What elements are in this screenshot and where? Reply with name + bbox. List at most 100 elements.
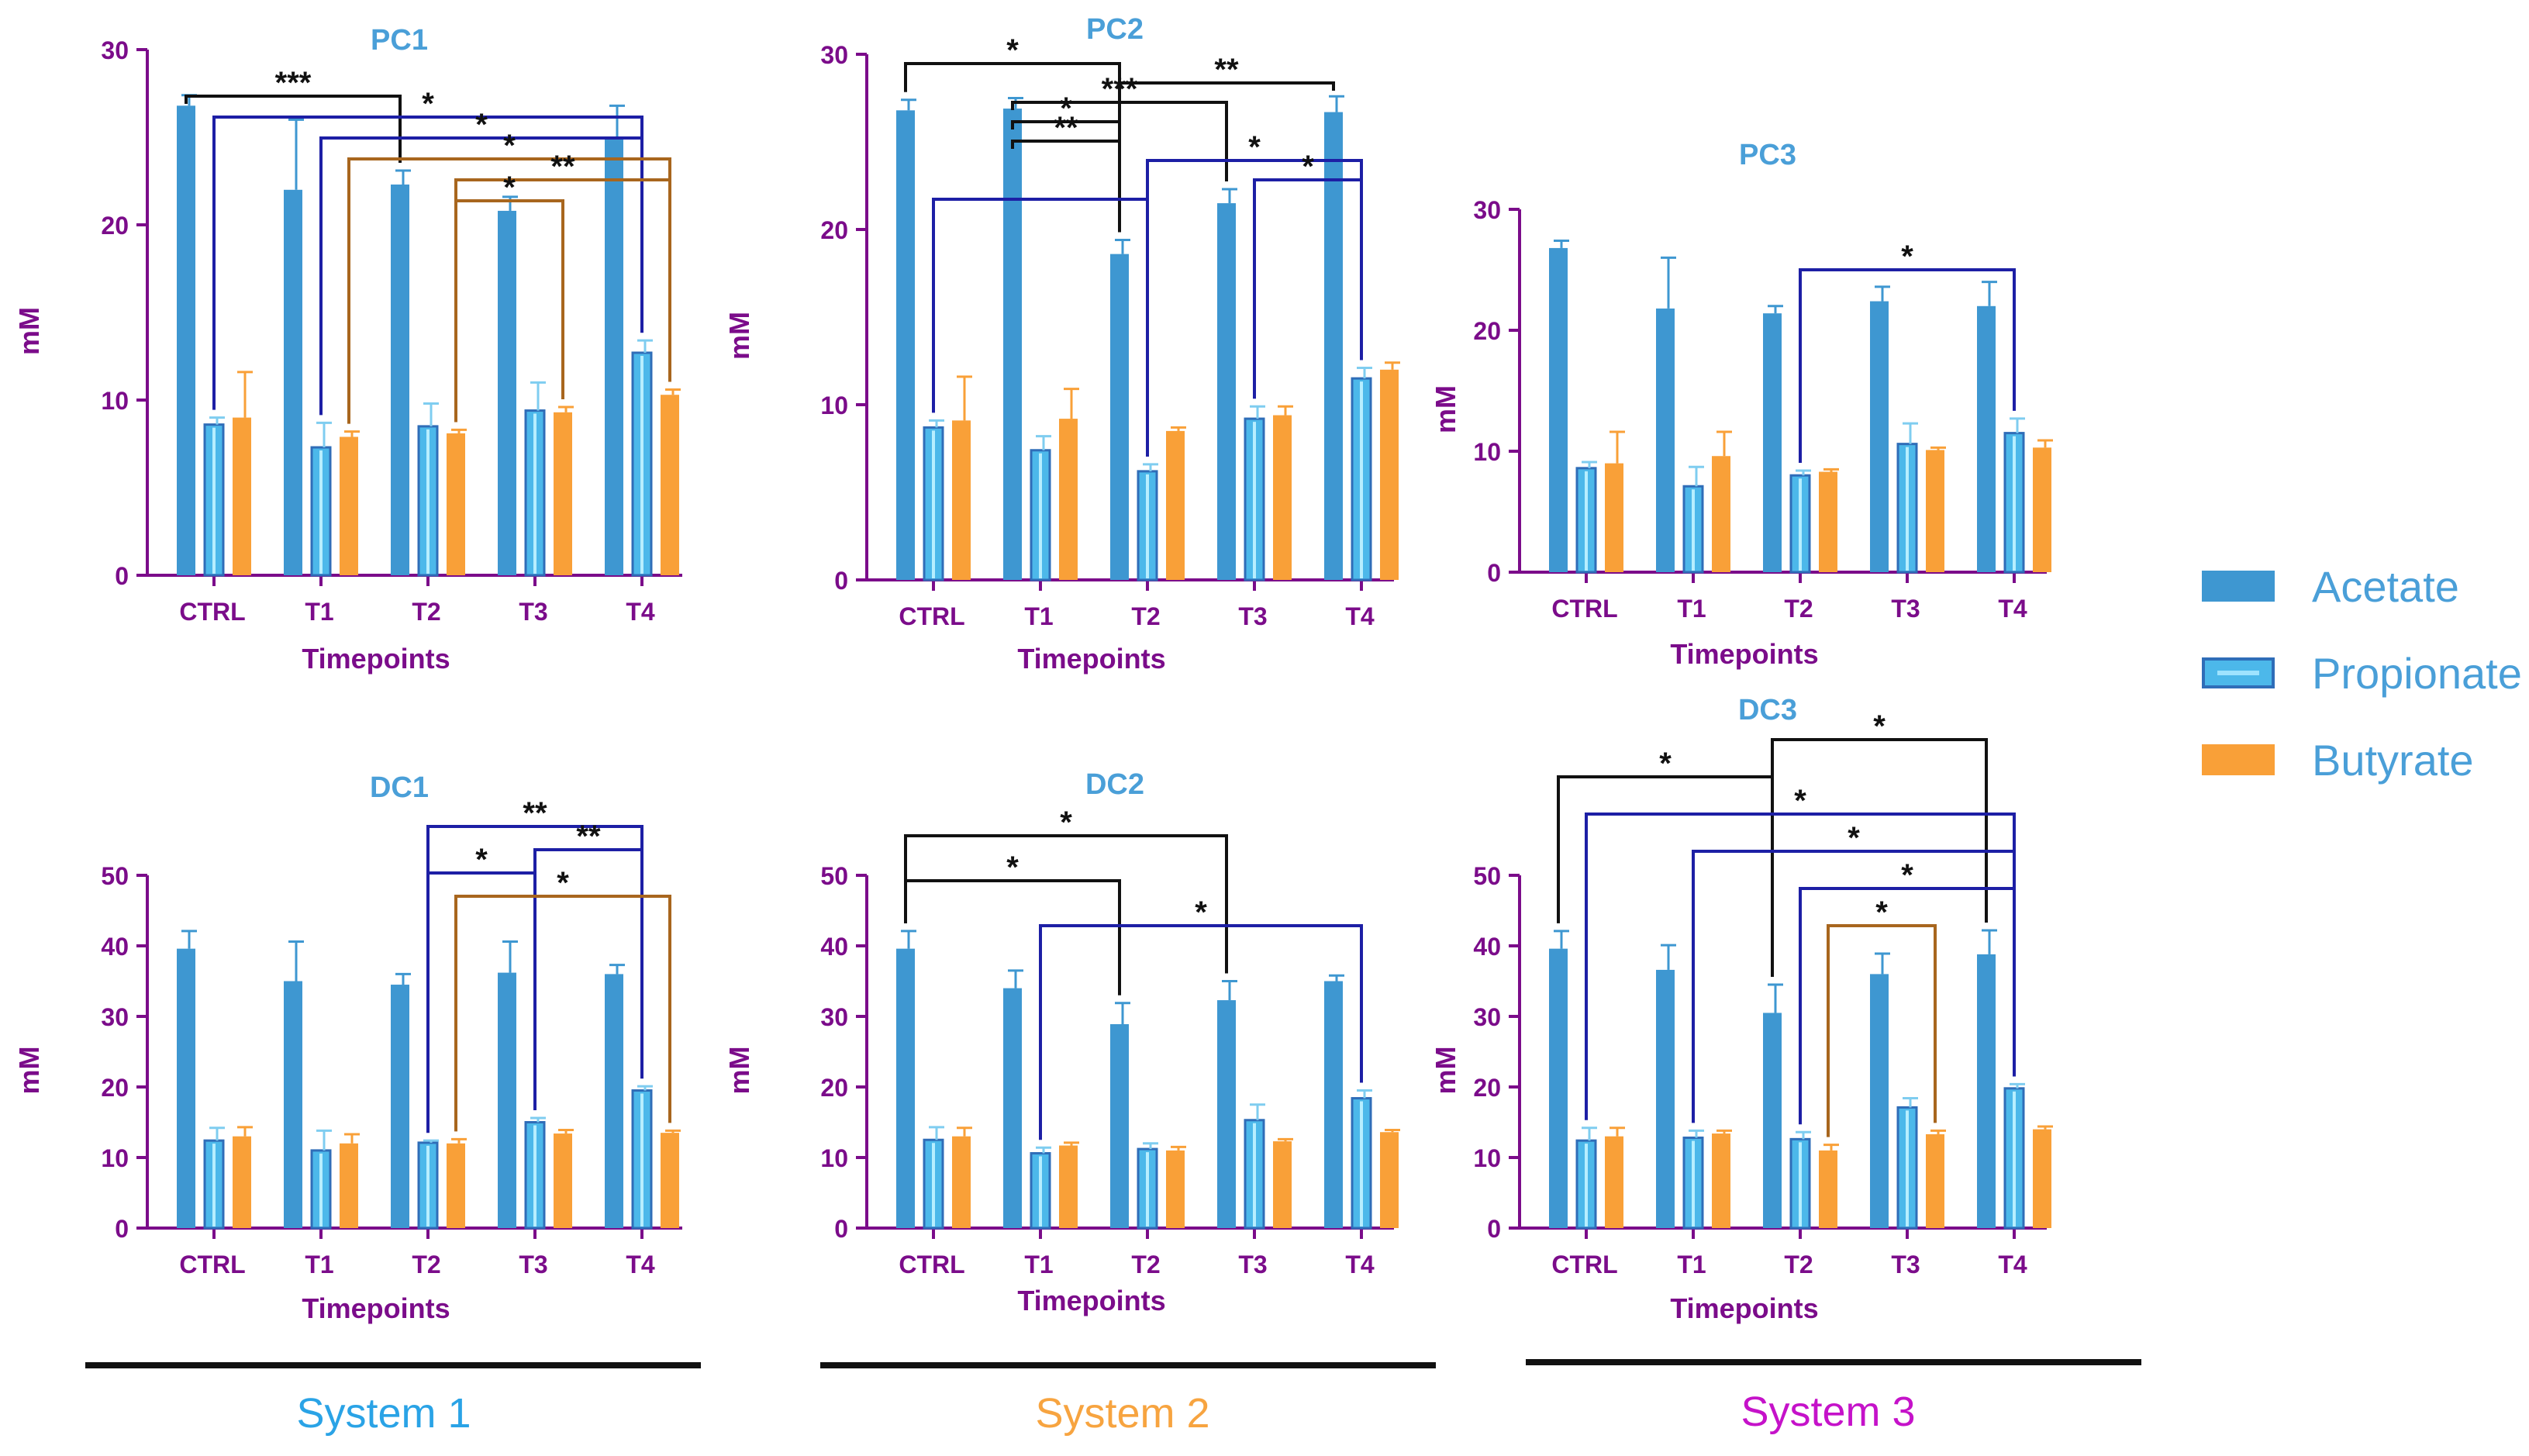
chart-title: PC1 [371, 24, 428, 57]
y-tick-label: 40 [820, 933, 848, 961]
bar-butyrate [661, 1133, 679, 1228]
x-tick-label: T1 [305, 598, 333, 626]
significance-label: * [475, 108, 488, 142]
legend: Acetate Propionate Butyrate [2202, 543, 2522, 803]
bar-butyrate [1380, 1132, 1399, 1228]
x-axis-label: Timepoints [1017, 643, 1165, 675]
bar-butyrate [1819, 471, 1837, 572]
system-3-underline [1526, 1359, 2141, 1365]
bar-butyrate [1926, 450, 1944, 572]
significance-bracket [1799, 887, 2016, 1125]
bar-acetate [1110, 254, 1129, 580]
x-tick-label: T1 [1677, 595, 1706, 623]
significance-label: * [1794, 784, 1806, 818]
significance-label: * [475, 843, 488, 877]
x-tick-label: T3 [1891, 595, 1920, 623]
significance-label: * [557, 866, 569, 900]
x-tick-label: T1 [305, 1251, 333, 1278]
significance-label: * [503, 129, 516, 163]
bar-acetate [1656, 308, 1675, 572]
significance-label: ** [1214, 53, 1239, 87]
x-axis-label: Timepoints [1670, 1292, 1818, 1324]
significance-bracket [185, 95, 402, 163]
significance-label: ** [576, 819, 601, 854]
y-tick-label: 10 [101, 1144, 129, 1172]
significance-bracket [1253, 178, 1363, 399]
significance-bracket [1799, 268, 2016, 463]
x-tick-label: CTRL [1551, 1251, 1617, 1278]
bar-butyrate [2033, 447, 2051, 572]
y-tick-label: 20 [101, 1074, 129, 1102]
y-tick-label: 0 [1487, 1215, 1501, 1243]
x-tick-label: CTRL [1551, 595, 1617, 623]
significance-bracket [454, 199, 564, 423]
significance-bracket [1771, 738, 1988, 978]
x-tick-label: CTRL [899, 1251, 964, 1278]
significance-label: * [503, 171, 516, 205]
butyrate-swatch [2202, 744, 2275, 775]
significance-label: * [1901, 240, 1913, 274]
bar-butyrate [1166, 430, 1185, 580]
bar-acetate [1977, 305, 1996, 572]
significance-label: ** [1054, 111, 1078, 145]
bar-butyrate [2033, 1129, 2051, 1228]
y-tick-label: 20 [101, 212, 129, 240]
bar-acetate [177, 105, 195, 575]
x-axis-label: Timepoints [302, 1292, 450, 1324]
x-tick-label: CTRL [179, 598, 245, 626]
bar-acetate [284, 981, 302, 1228]
bar-butyrate [447, 1143, 465, 1228]
bar-butyrate [340, 436, 358, 575]
chart-dc2: DC2 0 10 20 30 40 50 CTRL T1 T2 T3 T4 Timepoints mM * *… [723, 768, 1400, 1316]
bar-acetate [1003, 988, 1022, 1228]
y-tick-label: 20 [1473, 1074, 1501, 1102]
significance-label: *** [275, 66, 312, 100]
significance-bracket [1827, 924, 1937, 1137]
significance-bracket [1039, 924, 1363, 1140]
significance-label: * [1302, 150, 1314, 184]
y-tick-label: 0 [834, 1215, 848, 1243]
y-tick-label: 0 [115, 562, 129, 590]
y-axis-label: mM [13, 307, 45, 355]
acetate-swatch [2202, 571, 2275, 602]
y-tick-label: 20 [820, 1074, 848, 1102]
y-tick-label: 0 [1487, 559, 1501, 587]
significance-label: * [1060, 91, 1072, 126]
bar-acetate [605, 137, 623, 575]
bar-acetate [498, 972, 516, 1228]
bar-butyrate [1273, 415, 1292, 580]
significance-bracket [426, 871, 537, 1133]
y-tick-label: 20 [820, 216, 848, 244]
x-tick-label: T2 [1784, 1251, 1813, 1278]
significance-label: *** [1102, 72, 1138, 106]
x-tick-label: T2 [1784, 595, 1813, 623]
x-tick-label: T3 [519, 1251, 547, 1278]
x-tick-label: T4 [1345, 1251, 1375, 1278]
bar-butyrate [1273, 1141, 1292, 1228]
x-tick-label: T1 [1024, 1251, 1053, 1278]
significance-bracket [533, 848, 643, 1111]
x-tick-label: T2 [412, 598, 440, 626]
bar-acetate [1870, 301, 1889, 572]
propionate-swatch [2202, 657, 2275, 688]
bar-acetate [391, 185, 409, 575]
x-tick-label: CTRL [899, 602, 964, 630]
bar-acetate [896, 948, 915, 1228]
legend-label-propionate: Propionate [2312, 648, 2522, 698]
x-tick-label: CTRL [179, 1251, 245, 1278]
bar-acetate [391, 985, 409, 1228]
bar-butyrate [340, 1143, 358, 1228]
system-1-label: System 1 [296, 1390, 471, 1437]
y-tick-label: 30 [101, 36, 129, 64]
x-axis-label: Timepoints [302, 643, 450, 675]
significance-bracket [932, 198, 1149, 457]
x-tick-label: T4 [1345, 602, 1375, 630]
bar-butyrate [952, 1136, 971, 1228]
bar-acetate [1217, 203, 1236, 580]
bar-acetate [284, 189, 302, 576]
chart-pc3: PC3 0 10 20 30 CTRL T1 T2 T3 T4 Timepoints mM * [1430, 139, 2053, 670]
system-3-label: System 3 [1741, 1389, 1916, 1435]
legend-label-acetate: Acetate [2312, 561, 2459, 611]
